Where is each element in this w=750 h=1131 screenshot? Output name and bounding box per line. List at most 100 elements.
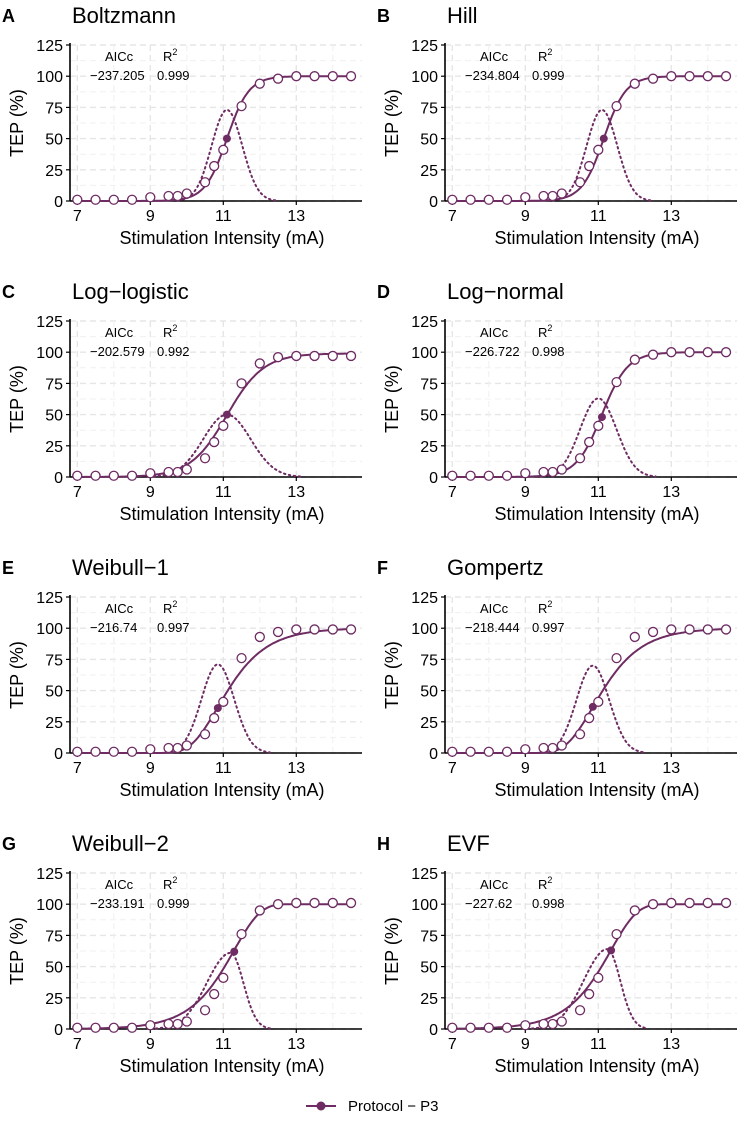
data-point [720,624,732,635]
x-tick-label: 11 [215,1036,232,1053]
data-point [72,470,83,481]
data-point [538,1018,549,1030]
y-tick-label: 125 [411,866,438,883]
data-point [309,624,320,635]
x-tick-label: 7 [448,1036,457,1053]
data-point [574,729,586,740]
panel-title: Boltzmann [72,3,176,28]
data-point [209,160,220,172]
data-point [684,897,695,909]
y-tick-label: 75 [420,100,438,117]
y-tick-label: 125 [36,314,63,331]
data-point [465,746,476,757]
data-point [272,899,284,910]
data-point [547,466,558,478]
data-point [501,746,513,757]
aicc-label: AICc [480,49,509,64]
panel-title: Hill [447,3,478,28]
data-point [629,631,640,643]
y-tick-label: 0 [54,194,63,211]
data-point [272,73,284,84]
panel-e: E Weibull−1 0 25 50 75 100 125 7 9 11 13 Stimulation… [2,555,362,800]
panel-d: D Log−normal 0 25 50 75 100 125 7 9 11 13 Stimulatio… [377,279,737,524]
data-point [702,897,713,909]
data-point [199,177,211,188]
data-point [584,988,595,1000]
data-point [291,624,302,635]
data-point [447,746,458,757]
y-tick-label: 0 [429,470,438,487]
x-axis-title: Stimulation Intensity (mA) [119,1056,324,1076]
data-point [447,470,458,481]
data-point [684,71,695,82]
panel-letter: C [2,282,15,302]
aicc-label: AICc [480,877,509,892]
x-tick-label: 9 [521,760,530,777]
data-point [520,192,531,203]
midpoint-marker [230,947,239,956]
data-point [291,897,302,909]
midpoint-marker [222,134,231,143]
y-tick-label: 125 [411,590,438,607]
data-point [483,470,494,481]
x-tick-label: 9 [146,1036,155,1053]
data-point [584,436,595,448]
y-axis-title: TEP (%) [382,917,402,985]
data-point [254,358,265,369]
x-tick-label: 11 [590,760,607,777]
data-point [254,631,265,643]
y-tick-label: 50 [420,132,438,149]
data-point [145,468,156,479]
panel-title: Weibull−2 [72,831,169,856]
panel-title: Weibull−1 [72,555,169,580]
r2-superscript: 2 [547,599,552,609]
data-point [547,190,558,202]
data-point [684,347,695,358]
aicc-value: −226.722 [465,344,520,359]
data-point [145,192,156,203]
data-point [90,194,101,205]
data-point [209,988,220,1000]
x-tick-label: 13 [287,208,305,225]
data-point [254,905,265,916]
panel-c: C Log−logistic 0 25 50 75 100 125 7 9 11 13 Stimulat… [2,279,362,524]
midpoint-marker [588,702,597,711]
aicc-value: −216.74 [90,620,137,635]
legend-point-sample [316,1101,326,1111]
data-point [236,653,247,664]
x-axis-title: Stimulation Intensity (mA) [119,504,324,524]
y-tick-label: 50 [45,132,63,149]
data-point [327,624,338,635]
y-tick-label: 125 [36,590,63,607]
data-point [90,1022,101,1033]
aicc-value: −202.579 [90,344,145,359]
data-point [547,742,558,754]
panel-title: Log−normal [447,279,564,304]
data-point [447,1022,458,1033]
y-tick-label: 125 [411,38,438,55]
y-tick-label: 0 [54,746,63,763]
data-point [327,897,338,909]
r2-label: R2 [538,47,552,64]
data-point [483,746,494,757]
data-point [647,899,659,910]
data-point [163,1018,174,1030]
r2-value: 0.992 [157,344,190,359]
data-point [520,1020,531,1031]
data-point [629,905,640,916]
y-axis-title: TEP (%) [382,365,402,433]
data-point [126,194,138,205]
y-tick-label: 50 [45,408,63,425]
y-tick-label: 0 [429,746,438,763]
data-point [584,160,595,172]
data-point [172,190,183,202]
aicc-label: AICc [105,877,134,892]
data-point [199,1005,211,1016]
x-tick-label: 7 [448,484,457,501]
data-point [720,897,732,909]
data-point [209,712,220,724]
y-tick-label: 25 [45,163,63,180]
y-tick-label: 25 [45,715,63,732]
data-point [218,972,229,983]
x-tick-label: 7 [73,1036,82,1053]
